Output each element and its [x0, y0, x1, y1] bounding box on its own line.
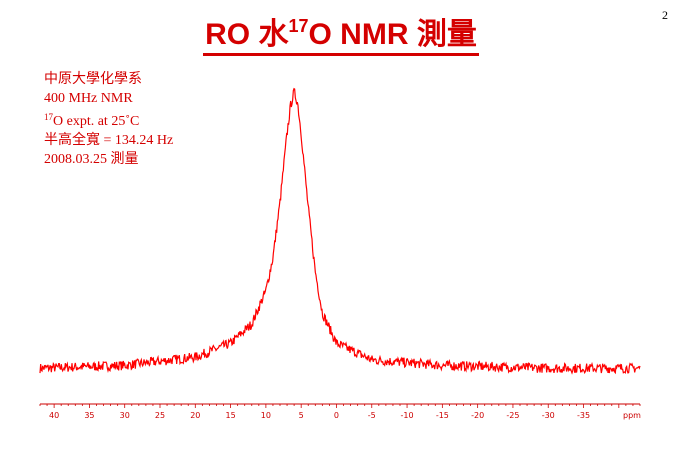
x-tick-label: 5 — [299, 411, 304, 420]
slide-title-text: RO 水 17O NMR 測量 — [203, 8, 479, 56]
info-experiment-text: O expt. at 25˚C — [53, 114, 140, 129]
info-isotope-mass: 17 — [44, 112, 53, 122]
x-tick-label: 0 — [334, 411, 339, 420]
info-fwhm: 半高全寬 = 134.24 Hz — [44, 133, 174, 148]
x-tick-label: 35 — [84, 411, 94, 420]
x-tick-label: -25 — [506, 411, 519, 420]
page-number: 2 — [662, 8, 668, 22]
x-tick-label: 25 — [155, 411, 165, 420]
slide-title: RO 水 17O NMR 測量 — [0, 8, 682, 56]
x-tick-label: 40 — [49, 411, 59, 420]
info-instrument: 400 MHz NMR — [44, 91, 133, 106]
x-tick-label: -5 — [368, 411, 376, 420]
x-tick-label: 10 — [261, 411, 271, 420]
x-tick-label: 15 — [225, 411, 235, 420]
info-experiment: 17O expt. at 25˚C — [44, 108, 173, 131]
x-tick-label: -10 — [401, 411, 414, 420]
spectrum-trace — [39, 87, 641, 375]
experiment-info: 中原大學化學系 400 MHz NMR 17O expt. at 25˚C 半高… — [44, 70, 173, 169]
x-tick-label: -30 — [542, 411, 555, 420]
title-prefix: RO 水 — [205, 18, 289, 51]
title-suffix: O NMR 測量 — [308, 18, 477, 51]
x-tick-label: -20 — [471, 411, 484, 420]
x-tick-label: -15 — [436, 411, 449, 420]
x-axis-unit-label: ppm — [623, 411, 641, 420]
info-date: 2008.03.25 測量 — [44, 152, 139, 167]
info-department: 中原大學化學系 — [44, 72, 142, 87]
title-isotope-mass: 17 — [288, 16, 309, 36]
x-tick-label: 20 — [190, 411, 200, 420]
x-tick-label: 30 — [120, 411, 130, 420]
x-tick-label: -35 — [577, 411, 590, 420]
